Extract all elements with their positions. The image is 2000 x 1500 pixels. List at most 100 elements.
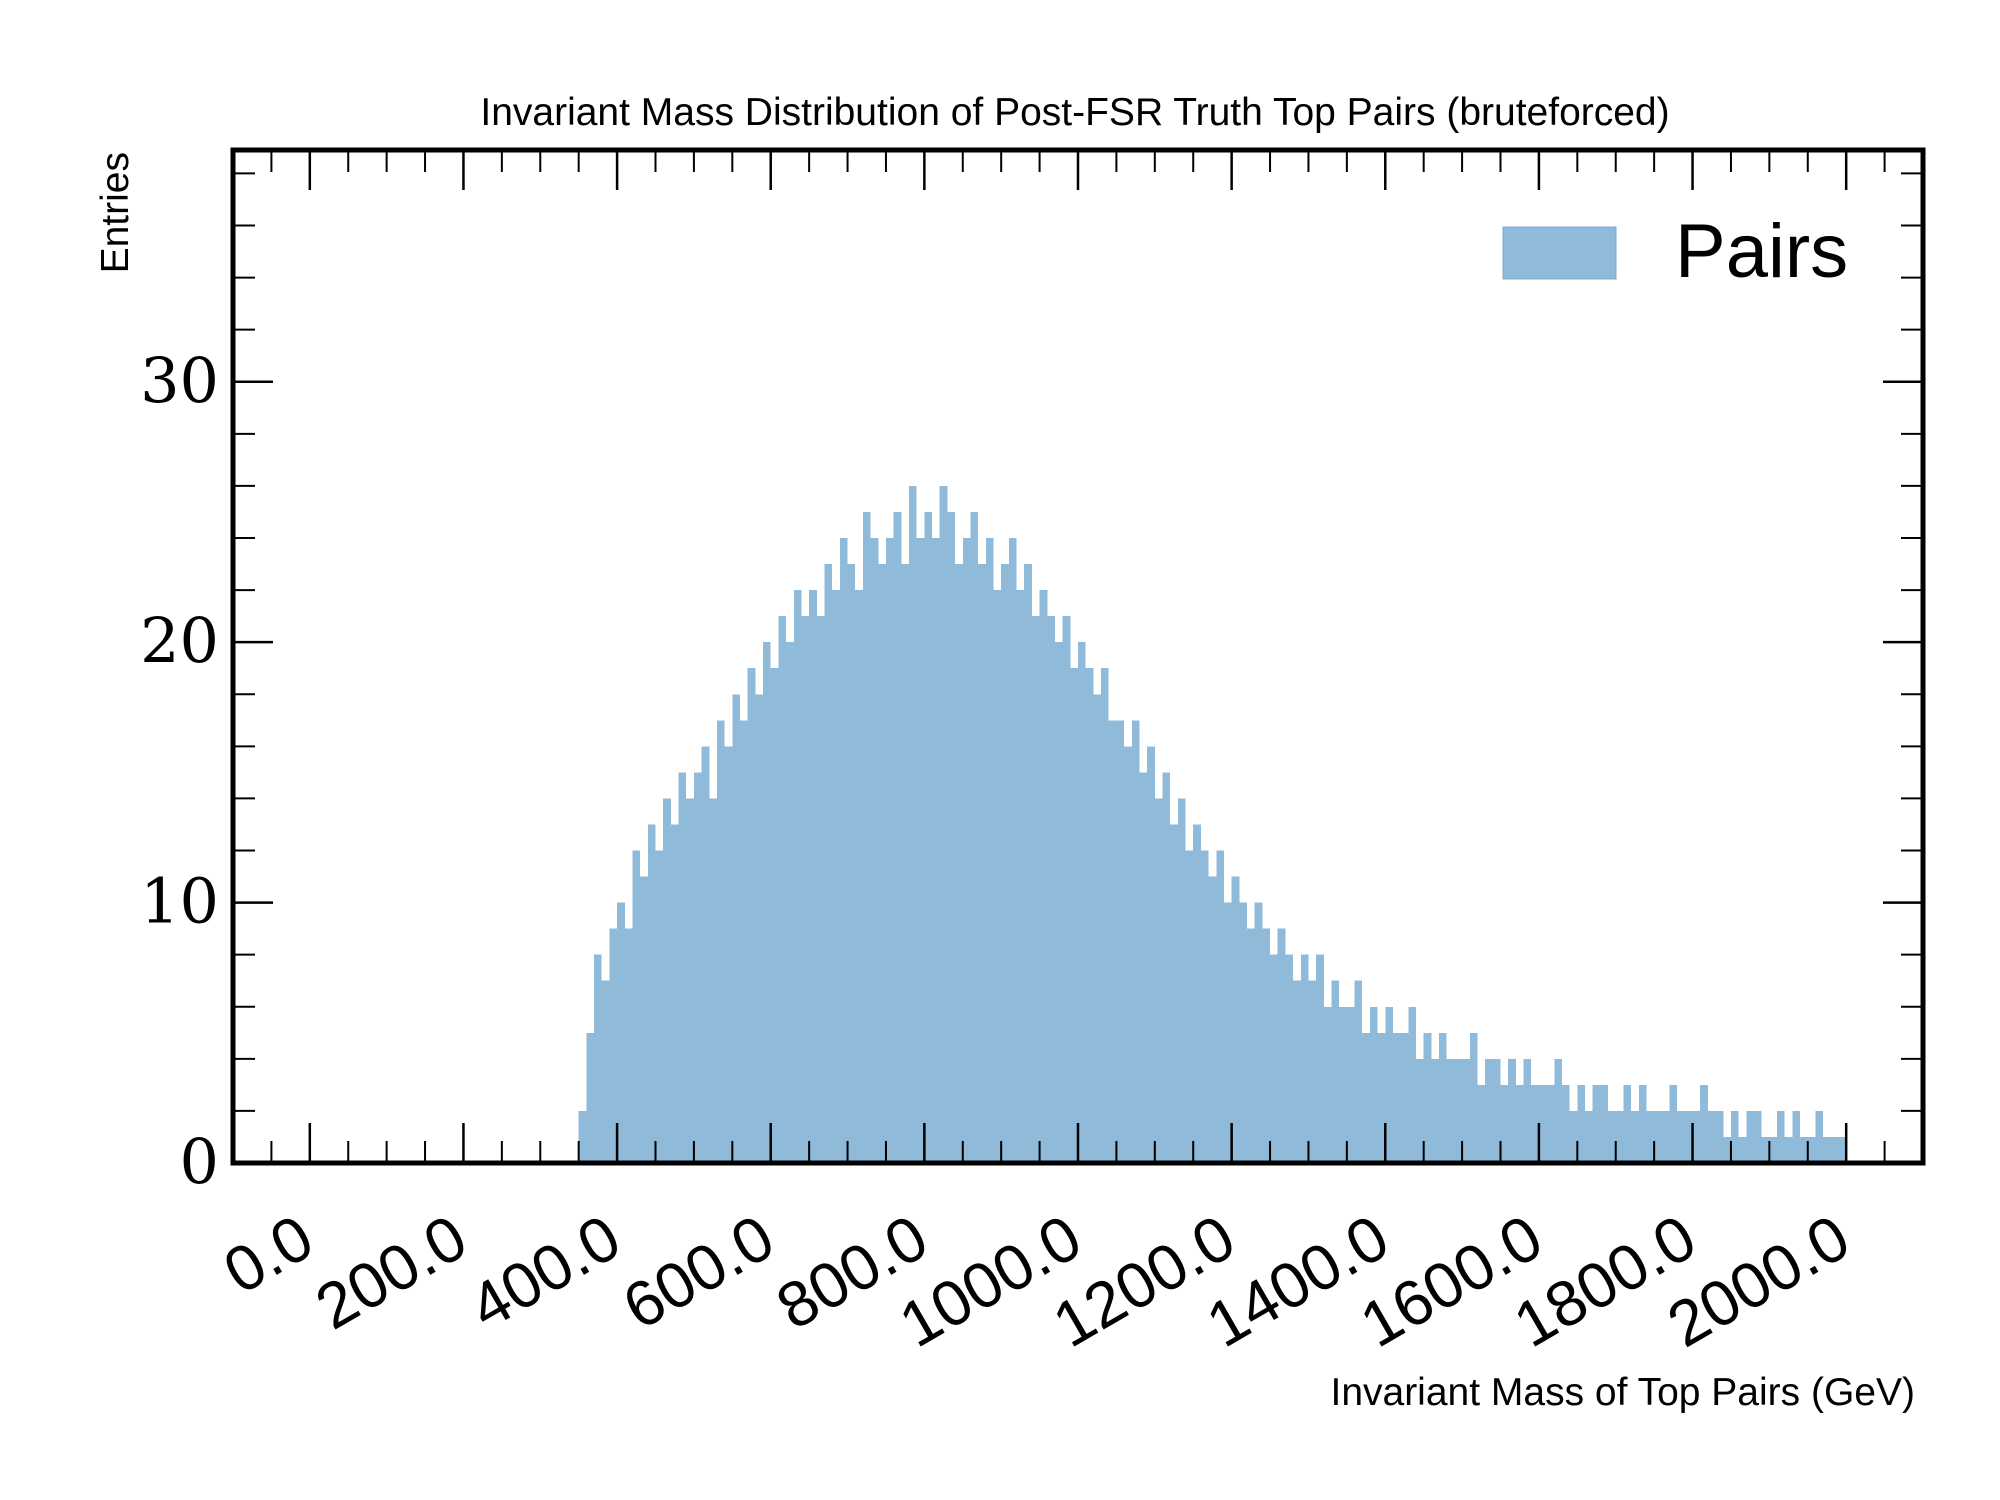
histogram-bar — [1154, 798, 1163, 1163]
histogram-bar — [1792, 1110, 1801, 1163]
x-axis-label: Invariant Mass of Top Pairs (GeV) — [1330, 1371, 1915, 1414]
histogram-bar — [786, 642, 794, 1163]
histogram-bar — [932, 538, 940, 1163]
x-tick-label: 600.0 — [611, 1201, 786, 1343]
histogram-bar — [1408, 1006, 1416, 1163]
histogram-bar — [640, 876, 648, 1163]
histogram-bar — [1684, 1110, 1693, 1163]
histogram-bar — [1231, 876, 1240, 1163]
histogram-bar — [1485, 1058, 1493, 1163]
histogram-bar — [1585, 1110, 1593, 1163]
histogram-bar — [878, 564, 886, 1163]
histogram-bar — [1738, 1136, 1747, 1163]
y-tick-label: 30 — [140, 344, 219, 417]
histogram-bar — [1784, 1136, 1793, 1163]
histogram-bar — [939, 485, 948, 1163]
histogram-bar — [1439, 1032, 1447, 1163]
histogram-bar — [670, 824, 679, 1163]
histogram-bar — [801, 616, 810, 1163]
histogram-bar — [1446, 1058, 1455, 1163]
histogram-bar — [1331, 980, 1340, 1163]
histogram-bar — [1830, 1136, 1839, 1163]
histogram-bar — [732, 694, 740, 1163]
x-tick-label: 200.0 — [304, 1201, 479, 1343]
histogram-bar — [1600, 1084, 1609, 1163]
histogram-bar — [1170, 824, 1178, 1163]
histogram-bar — [1462, 1058, 1470, 1163]
histogram-bar — [1247, 928, 1255, 1163]
histogram-bar — [655, 850, 664, 1163]
histogram-bar — [1707, 1110, 1716, 1163]
histogram-bar — [1538, 1084, 1547, 1163]
histogram-bar — [1807, 1136, 1816, 1163]
histogram-bar — [1561, 1084, 1570, 1163]
histogram-bar — [1669, 1084, 1678, 1163]
histogram-bar — [1723, 1136, 1731, 1163]
histogram-bar — [1054, 642, 1063, 1163]
histogram-bar — [855, 590, 863, 1163]
histogram-bar — [1638, 1084, 1647, 1163]
histogram-bar — [1285, 954, 1294, 1163]
histogram-bar — [847, 564, 856, 1163]
histogram-bar — [978, 564, 986, 1163]
x-tick-label: 0.0 — [212, 1201, 325, 1308]
histogram-bar — [1300, 954, 1309, 1163]
histogram-bar — [586, 1032, 595, 1163]
histogram-bar — [1216, 850, 1224, 1163]
histogram-bar — [1815, 1110, 1824, 1163]
histogram-bar — [1323, 1006, 1332, 1163]
histogram-bar — [1569, 1110, 1578, 1163]
histogram-bar — [832, 590, 840, 1163]
histogram-bar — [1223, 902, 1232, 1163]
histogram-bar — [985, 538, 994, 1163]
histogram-bar — [793, 590, 802, 1163]
histogram-bar — [1515, 1084, 1524, 1163]
histogram-bar — [1308, 980, 1317, 1163]
histogram-bar — [1293, 980, 1301, 1163]
histogram-bar — [724, 746, 733, 1163]
histogram-bar — [1185, 850, 1194, 1163]
histogram-bar — [609, 928, 618, 1163]
histogram-bar — [1193, 824, 1201, 1163]
histogram-bar — [1239, 902, 1247, 1163]
histogram-bar — [1277, 928, 1286, 1163]
x-tick-label: 2000.0 — [1656, 1201, 1862, 1361]
histogram-bar — [1608, 1110, 1616, 1163]
histogram-bar — [1339, 1006, 1347, 1163]
histogram-bar — [716, 720, 725, 1163]
histogram-bar — [1031, 616, 1040, 1163]
legend-label: Pairs — [1675, 209, 1848, 294]
y-tick-label: 0 — [180, 1125, 219, 1198]
histogram-bar — [1108, 720, 1117, 1163]
histogram-bar — [839, 538, 848, 1163]
histogram-bar — [955, 564, 963, 1163]
histogram-bar — [740, 720, 748, 1163]
histogram-bar — [1208, 876, 1217, 1163]
histogram-bar — [1523, 1058, 1532, 1163]
histogram-bar — [701, 746, 710, 1163]
histogram-bar — [924, 511, 933, 1164]
histogram-bar — [1385, 1006, 1393, 1163]
histogram-bar — [1500, 1084, 1509, 1163]
histogram-bar — [770, 668, 779, 1163]
histogram-bar — [1646, 1110, 1655, 1163]
x-tick-label: 400.0 — [457, 1201, 632, 1343]
histogram-bar — [601, 980, 610, 1163]
histogram-bar — [1078, 642, 1086, 1163]
histogram-bar — [1577, 1084, 1585, 1163]
chart-title: Invariant Mass Distribution of Post-FSR … — [480, 91, 1669, 134]
histogram-bar — [1469, 1032, 1478, 1163]
histogram-bar — [962, 538, 971, 1163]
histogram-bar — [862, 511, 871, 1164]
histogram-bar — [1177, 798, 1186, 1163]
histogram-bar — [1416, 1058, 1424, 1163]
histogram-bar — [755, 694, 764, 1163]
histogram-bar — [993, 590, 1002, 1163]
histogram-bar — [1162, 772, 1171, 1163]
histogram-bar — [1024, 564, 1032, 1163]
histogram-bar — [1039, 590, 1048, 1163]
histogram-bar — [1730, 1110, 1739, 1163]
histogram-bar — [1139, 772, 1148, 1163]
histogram-bar — [1270, 954, 1278, 1163]
